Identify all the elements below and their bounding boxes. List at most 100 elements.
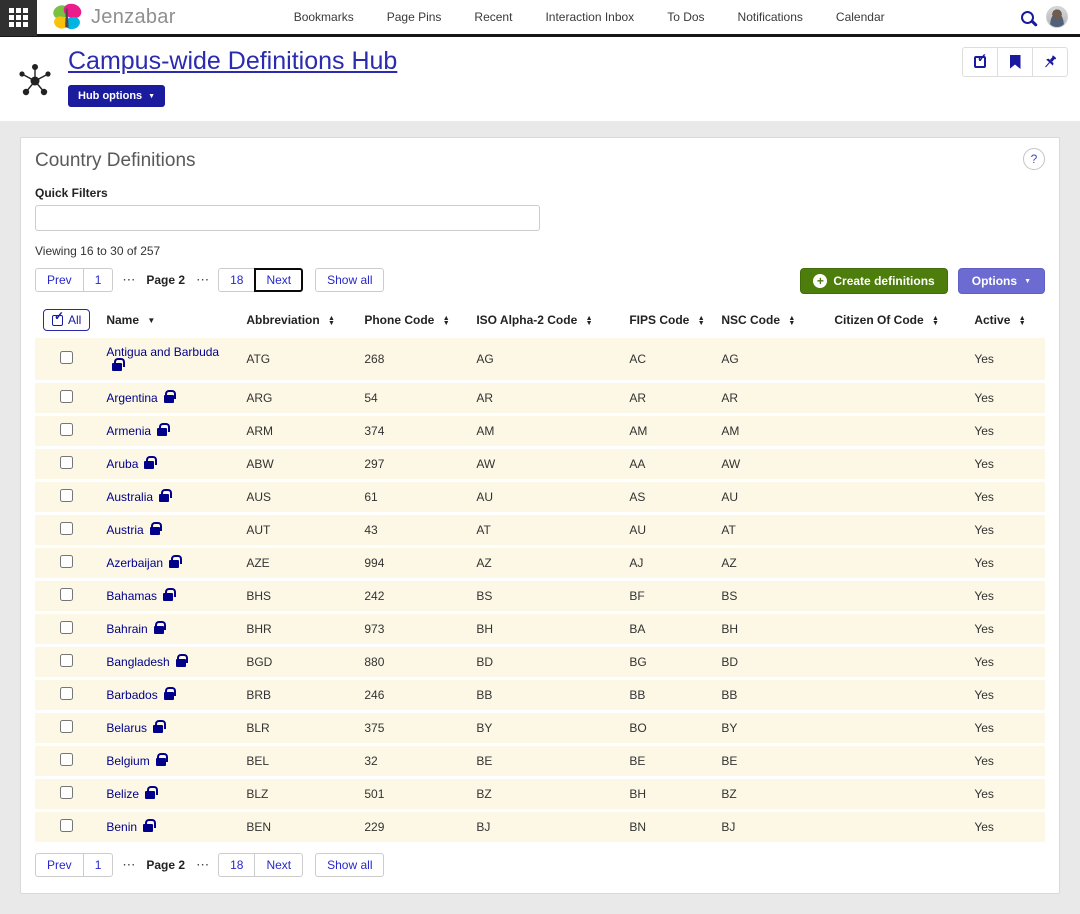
row-name-link[interactable]: Belize — [106, 787, 140, 801]
row-checkbox[interactable] — [60, 819, 74, 832]
column-header-active[interactable]: Active ▲ ▼ — [974, 313, 1026, 327]
row-checkbox-cell — [35, 647, 99, 677]
row-name-link[interactable]: Aruba — [106, 457, 139, 471]
column-header-nsc-code[interactable]: NSC Code ▲ ▼ — [721, 313, 796, 327]
column-header-phone-code[interactable]: Phone Code ▲ ▼ — [364, 313, 450, 327]
row-name-link[interactable]: Antigua and Barbuda — [106, 345, 220, 359]
row-checkbox[interactable] — [60, 687, 74, 700]
row-citizen-of-cell — [826, 581, 967, 611]
page-18-button[interactable]: 18 — [218, 853, 256, 878]
help-button[interactable]: ? — [1023, 148, 1045, 170]
row-checkbox[interactable] — [60, 423, 74, 436]
row-name-link[interactable]: Barbados — [106, 688, 158, 702]
table-row: Aruba ABW 297 AW AA AW Yes — [35, 449, 1045, 479]
row-phone-code-cell: 994 — [356, 548, 469, 578]
nav-item-page-pins[interactable]: Page Pins — [386, 10, 442, 24]
select-all-button[interactable]: All — [43, 309, 91, 331]
next-page-button[interactable]: Next — [254, 268, 304, 293]
row-citizen-of-cell — [826, 812, 967, 842]
row-checkbox[interactable] — [60, 489, 74, 502]
nav-item-interaction-inbox[interactable]: Interaction Inbox — [545, 10, 635, 24]
row-phone-code-cell: 297 — [356, 449, 469, 479]
row-name-link[interactable]: Azerbaijan — [106, 556, 164, 570]
lock-icon — [144, 456, 157, 469]
row-phone-code-cell: 880 — [356, 647, 469, 677]
row-name-link[interactable]: Bahrain — [106, 622, 148, 636]
row-phone-code-cell: 268 — [356, 338, 469, 380]
app-launcher-button[interactable] — [0, 0, 37, 36]
row-name-link[interactable]: Belgium — [106, 754, 150, 768]
row-iso-alpha2-cell: AG — [468, 338, 622, 380]
prev-page-button[interactable]: Prev — [35, 268, 84, 293]
page-1-button[interactable]: 1 — [82, 853, 114, 878]
row-checkbox[interactable] — [60, 522, 74, 535]
row-checkbox[interactable] — [60, 753, 74, 766]
row-checkbox[interactable] — [60, 654, 74, 667]
row-name-link[interactable]: Australia — [106, 490, 154, 504]
row-checkbox[interactable] — [60, 720, 74, 733]
row-checkbox-cell — [35, 746, 99, 776]
page-18-button[interactable]: 18 — [218, 268, 256, 293]
row-checkbox[interactable] — [60, 555, 74, 568]
controls-row: Prev 1 ⋯ Page 2 ⋯ 18 Next Show all + Cre… — [35, 268, 1045, 294]
row-name-link[interactable]: Bahamas — [106, 589, 158, 603]
edit-check-button[interactable] — [962, 47, 998, 77]
row-name-link[interactable]: Belarus — [106, 721, 148, 735]
row-fips-code-cell: AR — [621, 383, 714, 413]
column-header-fips-code[interactable]: FIPS Code ▲ ▼ — [629, 313, 705, 327]
column-header-citizen-of-code[interactable]: Citizen Of Code ▲ ▼ — [834, 313, 939, 327]
row-abbreviation-cell: ABW — [238, 449, 357, 479]
row-checkbox-cell — [35, 713, 99, 743]
nav-item-bookmarks[interactable]: Bookmarks — [293, 10, 354, 24]
hub-options-button[interactable]: Hub options ▼ — [68, 85, 166, 107]
create-definitions-button[interactable]: + Create definitions — [800, 268, 948, 294]
pin-button[interactable] — [1032, 47, 1068, 77]
column-header-name[interactable]: Name ▼ — [106, 313, 156, 327]
row-name-cell: Bahamas — [98, 581, 239, 611]
user-avatar[interactable] — [1046, 6, 1068, 28]
row-checkbox[interactable] — [60, 621, 74, 634]
row-fips-code-cell: BN — [621, 812, 714, 842]
select-all-header: All — [35, 307, 98, 335]
nav-item-notifications[interactable]: Notifications — [737, 10, 803, 24]
lock-icon — [153, 720, 166, 733]
prev-page-button[interactable]: Prev — [35, 853, 84, 878]
nav-item-to-dos[interactable]: To Dos — [667, 10, 705, 24]
row-name-link[interactable]: Austria — [106, 523, 144, 537]
row-checkbox[interactable] — [60, 456, 74, 469]
row-checkbox[interactable] — [60, 390, 74, 403]
row-name-link[interactable]: Argentina — [106, 391, 158, 405]
page-1-button[interactable]: 1 — [82, 268, 114, 293]
quick-filters-input[interactable] — [35, 205, 540, 231]
nav-item-calendar[interactable]: Calendar — [835, 10, 885, 24]
row-phone-code-cell: 375 — [356, 713, 469, 743]
show-all-button[interactable]: Show all — [315, 268, 385, 293]
row-checkbox[interactable] — [60, 588, 74, 601]
column-header-abbreviation[interactable]: Abbreviation ▲ ▼ — [246, 313, 335, 327]
table-row: Benin BEN 229 BJ BN BJ Yes — [35, 812, 1045, 842]
row-active-cell: Yes — [966, 338, 1045, 380]
brand-logo[interactable]: Jenzabar — [51, 3, 176, 31]
row-phone-code-cell: 242 — [356, 581, 469, 611]
show-all-button[interactable]: Show all — [315, 853, 385, 878]
lock-icon — [175, 654, 189, 667]
next-page-button[interactable]: Next — [254, 853, 304, 878]
row-checkbox[interactable] — [60, 351, 74, 364]
bookmark-icon — [1009, 55, 1021, 69]
row-checkbox[interactable] — [60, 786, 74, 799]
row-iso-alpha2-cell: AR — [468, 383, 622, 413]
pagination-ellipsis: ⋯ — [196, 857, 210, 873]
bookmark-button[interactable] — [997, 47, 1033, 77]
page-title-link[interactable]: Campus-wide Definitions Hub — [68, 47, 398, 75]
table-row: Argentina ARG 54 AR AR AR Yes — [35, 383, 1045, 413]
row-name-link[interactable]: Armenia — [106, 424, 152, 438]
row-iso-alpha2-cell: AU — [468, 482, 622, 512]
options-button[interactable]: Options ▼ — [957, 268, 1045, 294]
search-icon[interactable] — [1021, 10, 1034, 24]
row-name-link[interactable]: Benin — [106, 820, 138, 834]
row-iso-alpha2-cell: BH — [468, 614, 622, 644]
row-name-link[interactable]: Bangladesh — [106, 655, 170, 669]
nav-item-recent[interactable]: Recent — [474, 10, 513, 24]
column-header-iso-alpha2[interactable]: ISO Alpha-2 Code ▲ ▼ — [476, 313, 593, 327]
select-all-label: All — [68, 313, 82, 327]
